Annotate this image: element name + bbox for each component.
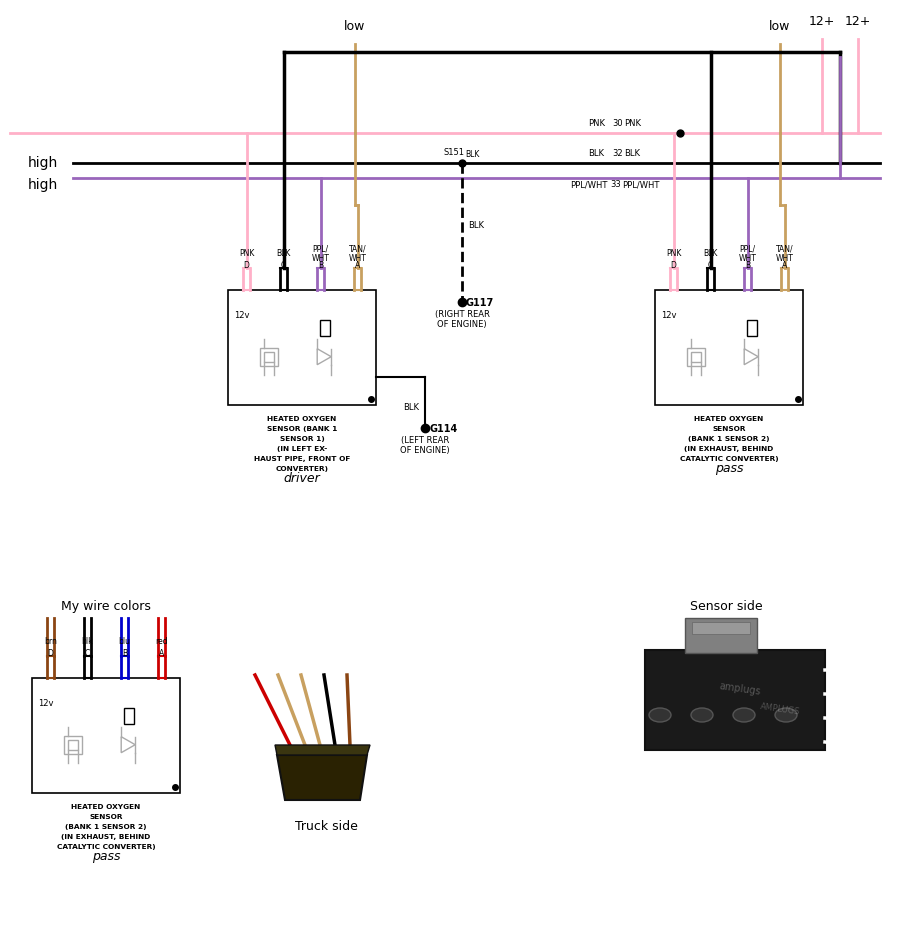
Text: (BANK 1 SENSOR 2): (BANK 1 SENSOR 2): [65, 824, 147, 830]
Text: 12+: 12+: [845, 15, 871, 28]
Bar: [228, 290, 376, 405]
Text: HEATED OXYGEN: HEATED OXYGEN: [71, 804, 141, 810]
Bar: [685, 618, 757, 653]
Ellipse shape: [649, 708, 671, 722]
Text: D: D: [48, 650, 53, 658]
Text: 33: 33: [610, 180, 621, 189]
Text: OF ENGINE): OF ENGINE): [437, 320, 486, 329]
Text: HEATED OXYGEN: HEATED OXYGEN: [267, 416, 336, 422]
Text: low: low: [344, 20, 365, 33]
Text: AMPLUGS: AMPLUGS: [759, 703, 801, 717]
Text: SENSOR: SENSOR: [713, 426, 746, 432]
Text: brn: brn: [44, 638, 57, 646]
Text: CATALYTIC CONVERTER): CATALYTIC CONVERTER): [57, 844, 156, 850]
Bar: [265, 352, 275, 362]
Bar: [692, 622, 750, 634]
Text: (LEFT REAR: (LEFT REAR: [401, 436, 449, 445]
Text: SENSOR: SENSOR: [89, 814, 123, 820]
Text: SENSOR 1): SENSOR 1): [279, 436, 324, 442]
Text: blk: blk: [82, 638, 93, 646]
Text: PNK: PNK: [666, 250, 682, 259]
Bar: [64, 735, 82, 754]
Text: Truck side: Truck side: [295, 820, 358, 833]
Text: PNK: PNK: [624, 119, 641, 128]
Text: HAUST PIPE, FRONT OF: HAUST PIPE, FRONT OF: [254, 456, 350, 462]
Text: PNK: PNK: [588, 119, 605, 128]
Text: B: B: [745, 262, 750, 271]
Bar: [260, 347, 278, 366]
Text: D: D: [671, 262, 676, 271]
Bar: [692, 352, 702, 362]
Polygon shape: [277, 755, 367, 800]
Text: BLK: BLK: [703, 250, 718, 259]
Text: PPL/
WHT: PPL/ WHT: [738, 245, 757, 263]
Text: BLK: BLK: [468, 221, 484, 230]
Text: OF ENGINE): OF ENGINE): [400, 446, 450, 455]
Text: B: B: [122, 650, 127, 658]
Bar: [645, 650, 825, 750]
Text: amplugs: amplugs: [718, 681, 761, 697]
Text: 12+: 12+: [809, 15, 835, 28]
Text: A: A: [354, 262, 360, 271]
Text: C: C: [281, 262, 286, 271]
Text: G117: G117: [466, 298, 495, 308]
Text: 30: 30: [612, 119, 623, 128]
Bar: [320, 320, 330, 336]
Text: 12v: 12v: [234, 311, 249, 320]
Text: C: C: [708, 262, 714, 271]
Text: PPL/WHT: PPL/WHT: [622, 180, 660, 189]
Bar: [687, 347, 705, 366]
Text: pass: pass: [92, 850, 120, 863]
Text: (BANK 1 SENSOR 2): (BANK 1 SENSOR 2): [688, 436, 769, 442]
Text: A: A: [782, 262, 787, 271]
Bar: [747, 320, 757, 336]
Text: A: A: [158, 650, 164, 658]
Text: BLK: BLK: [624, 149, 640, 158]
Text: (RIGHT REAR: (RIGHT REAR: [434, 310, 489, 319]
Text: blu: blu: [118, 638, 130, 646]
Text: pass: pass: [714, 462, 743, 475]
Ellipse shape: [733, 708, 755, 722]
Text: high: high: [28, 156, 59, 170]
Text: TAN/
WHT: TAN/ WHT: [349, 245, 366, 263]
Text: (IN EXHAUST, BEHIND: (IN EXHAUST, BEHIND: [61, 834, 150, 840]
Text: low: low: [769, 20, 791, 33]
Text: G114: G114: [429, 424, 457, 434]
Text: high: high: [28, 178, 59, 192]
Bar: [124, 708, 134, 724]
Text: D: D: [244, 262, 249, 271]
Text: BLK: BLK: [465, 150, 479, 159]
Text: red: red: [155, 638, 168, 646]
Text: HEATED OXYGEN: HEATED OXYGEN: [694, 416, 764, 422]
Text: BLK: BLK: [403, 403, 419, 412]
Bar: [32, 678, 180, 793]
Text: driver: driver: [284, 472, 321, 485]
Text: 32: 32: [612, 149, 623, 158]
Text: S151: S151: [444, 148, 465, 157]
Text: CATALYTIC CONVERTER): CATALYTIC CONVERTER): [680, 456, 779, 462]
Ellipse shape: [775, 708, 797, 722]
Text: (IN LEFT EX-: (IN LEFT EX-: [277, 446, 327, 452]
Text: PPL/WHT: PPL/WHT: [570, 180, 607, 189]
Polygon shape: [275, 745, 370, 755]
Text: BLK: BLK: [588, 149, 604, 158]
Text: B: B: [318, 262, 323, 271]
Text: 12v: 12v: [38, 699, 53, 708]
Bar: [655, 290, 803, 405]
Text: (IN EXHAUST, BEHIND: (IN EXHAUST, BEHIND: [684, 446, 774, 452]
Text: 12v: 12v: [661, 311, 677, 320]
Text: PPL/
WHT: PPL/ WHT: [311, 245, 330, 263]
Text: TAN/
WHT: TAN/ WHT: [776, 245, 793, 263]
Text: PNK: PNK: [239, 250, 254, 259]
Ellipse shape: [691, 708, 713, 722]
Text: Sensor side: Sensor side: [690, 600, 763, 613]
Bar: [69, 740, 79, 749]
Text: C: C: [85, 650, 90, 658]
Text: BLK: BLK: [277, 250, 290, 259]
Text: SENSOR (BANK 1: SENSOR (BANK 1: [267, 426, 337, 432]
Text: CONVERTER): CONVERTER): [276, 466, 329, 472]
Text: My wire colors: My wire colors: [61, 600, 151, 613]
